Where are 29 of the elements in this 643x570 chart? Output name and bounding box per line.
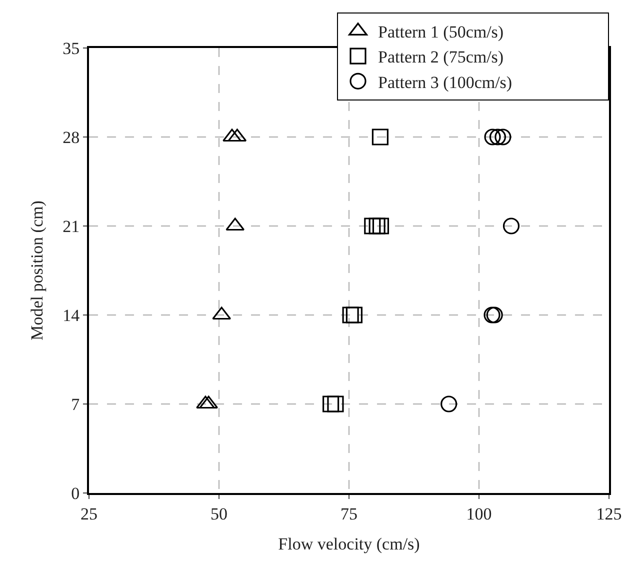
- point: [327, 396, 344, 412]
- x-tick-label: 100: [466, 504, 492, 524]
- x-tick-label: 125: [596, 504, 622, 524]
- point: [372, 128, 388, 146]
- point: [372, 218, 390, 234]
- y-axis-title: Model position (cm): [28, 200, 47, 340]
- point: [494, 128, 512, 146]
- y-tick-label: 0: [71, 484, 80, 503]
- point: [440, 396, 458, 412]
- point: [322, 396, 340, 412]
- x-tick-label: 25: [80, 504, 98, 524]
- y-tick-label: 14: [62, 306, 80, 325]
- legend-label: Pattern 3 (100cm/s): [378, 72, 512, 92]
- y-tick-label: 21: [62, 216, 80, 236]
- y-tick-label: 35: [62, 38, 80, 58]
- point: [502, 218, 520, 234]
- y-tick-label: 28: [62, 128, 80, 147]
- point: [368, 218, 386, 234]
- point: [489, 128, 506, 146]
- legend-label: Pattern 1 (50cm/s): [378, 22, 504, 42]
- x-axis-title: Flow velocity (cm/s): [278, 534, 420, 554]
- legend-label: Pattern 2 (75cm/s): [378, 48, 504, 67]
- y-tick-label: 7: [71, 394, 80, 414]
- point: [364, 218, 381, 234]
- point: [484, 128, 501, 146]
- point: [342, 306, 359, 324]
- x-tick-label: 75: [340, 504, 358, 524]
- point: [346, 306, 362, 324]
- x-tick-label: 50: [210, 504, 228, 524]
